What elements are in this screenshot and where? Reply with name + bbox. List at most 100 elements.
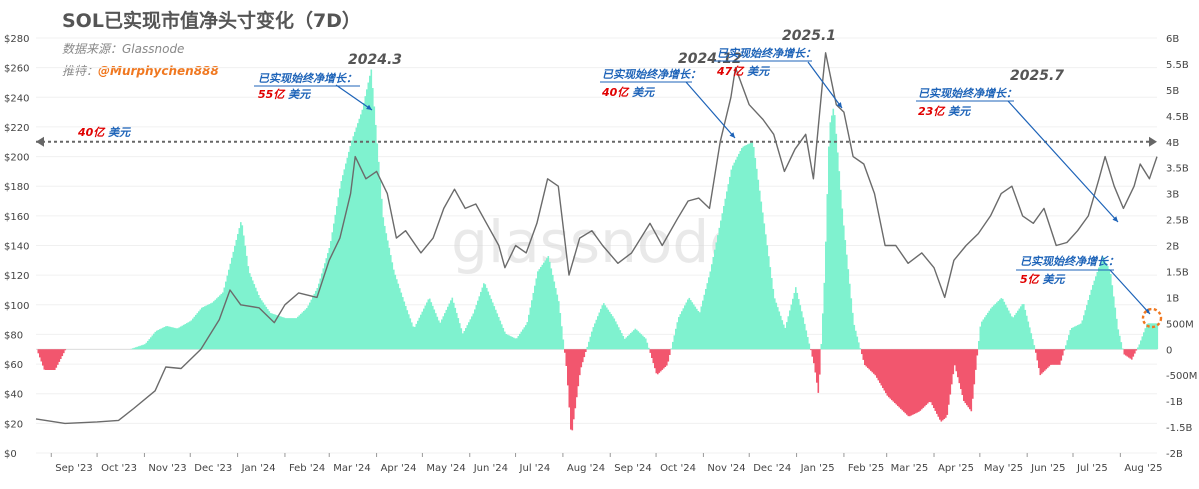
net-inflow-bar [678, 317, 680, 350]
annotation-value: 55亿 美元 [258, 88, 311, 101]
net-inflow-bar [549, 261, 551, 350]
net-outflow-bar [61, 349, 64, 357]
net-outflow-bar [573, 349, 575, 420]
net-inflow-bar [478, 296, 481, 350]
net-inflow-bar [786, 322, 788, 350]
net-outflow-bar [934, 349, 937, 411]
net-inflow-bar [481, 287, 484, 350]
net-outflow-bar [931, 349, 934, 406]
net-inflow-bar [315, 290, 317, 350]
net-inflow-bar [429, 298, 431, 350]
net-inflow-bar [283, 317, 286, 350]
net-inflow-bar [771, 278, 773, 350]
annotation: 2024.3 已实现始终净增长： 55亿 美元 [254, 52, 402, 111]
net-inflow-bar [388, 247, 391, 350]
net-inflow-bar [1092, 285, 1094, 350]
net-inflow-bar [534, 285, 536, 350]
net-inflow-bar [607, 309, 610, 350]
net-inflow-bar [499, 320, 502, 350]
net-outflow-bar [913, 349, 916, 415]
net-inflow-bar [445, 309, 448, 350]
net-outflow-bar [964, 349, 967, 404]
net-outflow-bar [930, 349, 932, 403]
net-inflow-bar [739, 150, 742, 350]
left-tick-label: $220 [4, 123, 29, 134]
net-inflow-bar [808, 343, 811, 350]
net-inflow-bar [513, 337, 515, 350]
net-inflow-bar [289, 318, 292, 350]
net-inflow-bar [789, 310, 791, 350]
net-inflow-bar [1080, 323, 1082, 350]
net-inflow-bar [214, 299, 217, 350]
net-inflow-bar [703, 294, 706, 350]
net-outflow-bar [937, 349, 940, 417]
net-inflow-bar [645, 338, 647, 350]
net-inflow-bar [208, 304, 211, 350]
net-outflow-bar [583, 349, 586, 358]
net-outflow-bar [1062, 349, 1064, 356]
net-inflow-bar [537, 271, 539, 350]
net-outflow-bar [664, 349, 667, 367]
annotation-text: 已实现始终净增长： [1020, 255, 1119, 268]
net-inflow-bar [784, 327, 787, 350]
net-inflow-bar [393, 269, 395, 350]
net-outflow-bar [880, 349, 883, 386]
net-inflow-bar [508, 335, 511, 350]
net-inflow-bar [253, 284, 256, 350]
net-inflow-bar [232, 251, 235, 350]
net-inflow-bar [276, 315, 278, 350]
reference-arrowhead [1149, 136, 1157, 147]
left-tick-label: $60 [4, 360, 23, 371]
net-inflow-bar [787, 316, 790, 350]
net-inflow-bar [1071, 327, 1073, 350]
net-inflow-bar [555, 288, 557, 350]
net-outflow-bar [58, 349, 61, 362]
left-tick-label: $20 [4, 419, 23, 430]
net-inflow-bar [799, 305, 802, 350]
net-inflow-bar [186, 323, 188, 350]
net-inflow-bar [465, 328, 467, 350]
net-inflow-bar [340, 181, 343, 350]
net-inflow-bar [361, 109, 364, 350]
net-inflow-bar [343, 169, 346, 350]
net-outflow-bar [582, 349, 584, 363]
net-inflow-bar [1002, 298, 1004, 350]
net-inflow-bar [538, 269, 541, 350]
net-outflow-bar [1047, 349, 1049, 368]
net-inflow-bar [412, 326, 415, 350]
net-inflow-bar [804, 323, 806, 350]
net-inflow-bar [631, 331, 634, 350]
net-inflow-bar [138, 346, 140, 350]
net-inflow-bar [207, 304, 209, 350]
right-tick-label: 3.5B [1166, 164, 1189, 175]
net-outflow-bar [958, 349, 961, 384]
net-inflow-bar [213, 301, 215, 350]
net-inflow-bar [201, 307, 203, 350]
x-axis: Sep '23 Oct '23 Nov '23 Dec '23 Jan '24 Feb '… [50, 453, 1163, 474]
net-inflow-bar [844, 240, 847, 350]
net-inflow-bar [211, 302, 214, 350]
net-inflow-bar [714, 249, 716, 350]
net-inflow-bar [312, 296, 314, 350]
net-inflow-bar [409, 318, 412, 350]
net-inflow-bar [595, 319, 598, 350]
net-inflow-bar [1078, 324, 1081, 350]
net-inflow-bar [1104, 259, 1106, 350]
net-inflow-bar [523, 327, 526, 350]
net-inflow-bar [504, 331, 506, 350]
x-tick-label: May '25 [984, 463, 1023, 474]
net-outflow-bar [1041, 349, 1043, 374]
net-inflow-bar [796, 292, 799, 350]
net-inflow-bar [690, 300, 692, 350]
net-inflow-bar [702, 300, 704, 350]
annotation: 2025.7 已实现始终净增长： 23亿 美元 [916, 68, 1119, 223]
right-tick-label: 2B [1166, 242, 1179, 253]
net-inflow-bar [598, 312, 601, 350]
net-inflow-bar [1150, 323, 1153, 350]
net-inflow-bar [675, 328, 677, 350]
net-outflow-bar [657, 349, 659, 375]
net-inflow-bar [210, 303, 212, 350]
net-outflow-bar [883, 349, 886, 391]
